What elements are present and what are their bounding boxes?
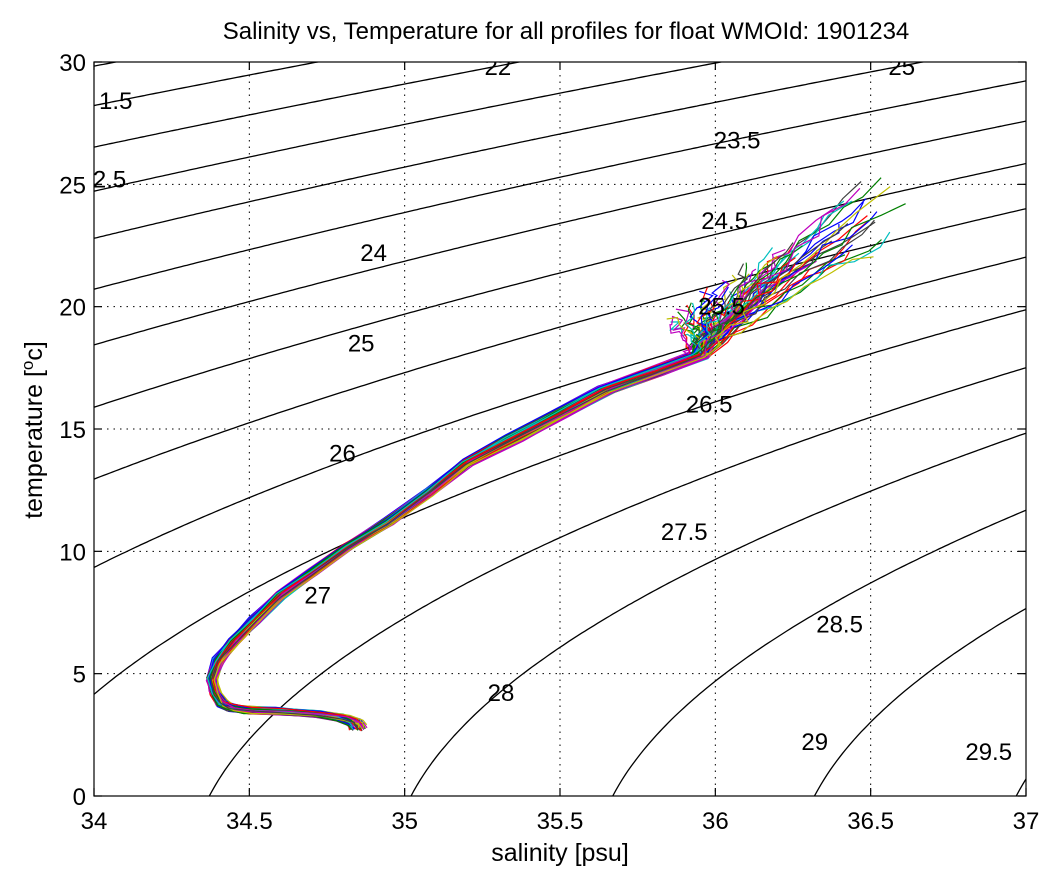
contour-label: 26 [329, 440, 356, 467]
profile-line [209, 203, 906, 726]
y-tick-label: 10 [59, 539, 86, 566]
profile-lines [205, 177, 906, 732]
contour-label: 25 [888, 54, 915, 81]
profile-line [215, 268, 757, 729]
x-axis-label: salinity [psu] [491, 839, 629, 867]
isopycnal-line [94, 208, 1026, 480]
y-tick-label: 30 [59, 50, 86, 77]
contour-label: 25 [348, 330, 375, 357]
isopycnal-line [94, 256, 1026, 568]
isopycnal-line [94, 62, 927, 239]
isopycnal-line [94, 309, 1026, 695]
isopycnal-line [612, 509, 1026, 796]
contour-label: 26.5 [686, 392, 733, 419]
isopycnal-line [1015, 778, 1026, 796]
y-tick-label: 5 [73, 662, 86, 689]
contour-label: 1.5 [99, 88, 132, 115]
contour-label: 29 [801, 729, 828, 756]
y-tick-label: 15 [59, 417, 86, 444]
contour-label: 24.5 [701, 208, 748, 235]
contour-label: 28 [488, 680, 515, 707]
y-axis-label-end: c] [20, 341, 48, 360]
y-tick-label: 25 [59, 172, 86, 199]
contour-labels: 1.5 2.5 22 23.5 25 24 24.5 25 25.5 26 26.5 27 27.5 28… [93, 54, 1012, 766]
x-tick-label: 35.5 [537, 808, 584, 835]
isopycnal-line [94, 62, 725, 192]
contour-label: 25.5 [698, 294, 745, 321]
isopycnal-line [94, 120, 1026, 346]
x-tick-label: 35 [391, 808, 418, 835]
y-tick-label: 0 [73, 784, 86, 811]
isopycnal-line [94, 162, 1026, 408]
grid-lines [94, 62, 1026, 796]
x-tick-label: 34 [81, 808, 108, 835]
isopycnal-line [94, 80, 1026, 290]
contour-label: 23.5 [714, 127, 761, 154]
x-tick-label: 36 [702, 808, 729, 835]
contour-label: 27.5 [661, 519, 708, 546]
x-tick-label: 36.5 [847, 808, 894, 835]
isopycnal-line [410, 432, 1026, 796]
isopycnal-contours [94, 62, 1026, 796]
contour-label: 27 [304, 582, 331, 609]
contour-label: 24 [360, 240, 387, 267]
y-axis-label-main: temperature [ [20, 370, 48, 519]
y-axis-label: temperature [oc] [18, 341, 49, 519]
axis-ticks: 34 34.5 35 35.5 36 36.5 37 0 5 10 15 20 25 30 [59, 50, 1039, 835]
y-tick-label: 20 [59, 295, 86, 322]
x-tick-label: 37 [1013, 808, 1040, 835]
profile-line [213, 273, 791, 730]
contour-label: 22 [485, 54, 512, 81]
y-axis-label-sup: o [18, 361, 37, 370]
isopycnal-line [94, 62, 322, 107]
contour-label: 29.5 [965, 739, 1012, 766]
x-tick-label: 34.5 [226, 808, 273, 835]
isopycnal-line [208, 367, 1026, 796]
isopycnal-line [94, 62, 523, 148]
chart-title: Salinity vs, Temperature for all profile… [223, 18, 910, 45]
contour-label: 28.5 [816, 612, 863, 639]
profile-line [210, 242, 794, 730]
isopycnal-line [813, 607, 1026, 796]
contour-label: 2.5 [93, 166, 126, 193]
